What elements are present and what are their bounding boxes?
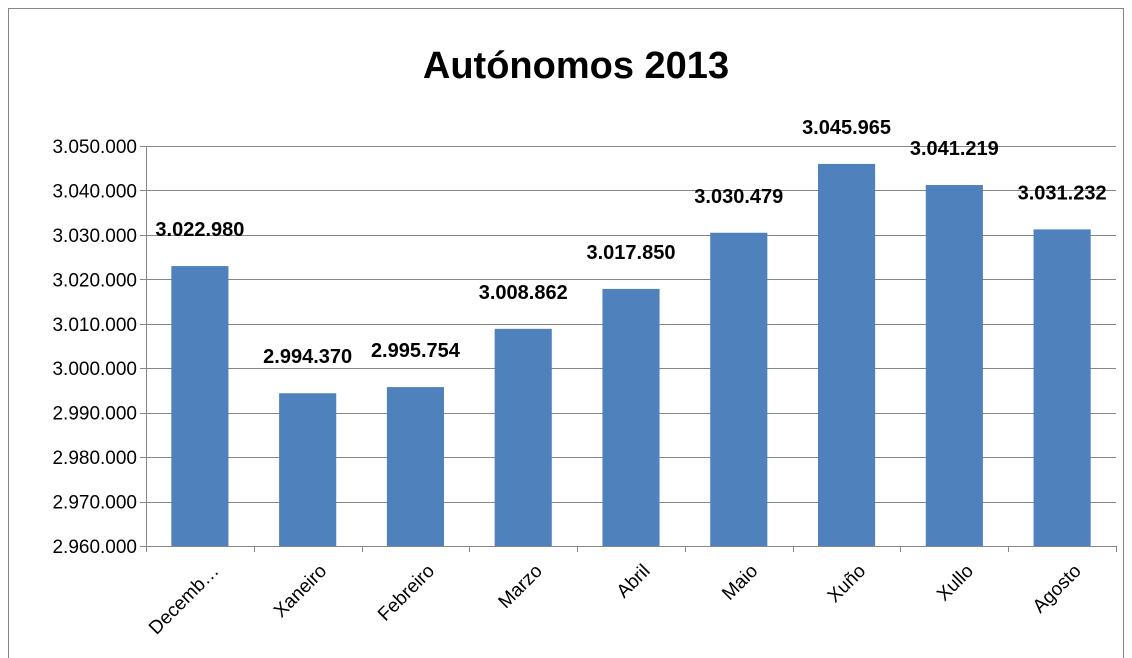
data-label: 2.994.370 [263,346,352,368]
data-label: 3.030.479 [694,186,783,208]
y-axis-tick-labels: 2.960.000 2.970.000 2.980.000 2.990.000 3.00… [52,137,137,558]
bar [386,387,445,546]
data-labels: 3.022.980 2.994.370 2.995.754 3.008.862 3.01… [155,117,1106,368]
data-label: 3.031.232 [1018,182,1107,204]
y-tick-label: 3.020.000 [52,270,137,291]
data-label: 3.041.219 [910,138,999,160]
bar [602,288,660,546]
data-label: 3.022.980 [155,219,244,241]
bar [279,393,337,546]
data-label: 2.995.754 [371,340,461,362]
y-tick-label: 2.980.000 [52,448,137,469]
bar [1033,229,1091,546]
data-label: 3.017.850 [587,242,676,264]
y-tick-label: 3.010.000 [52,315,137,336]
data-label: 3.008.862 [479,282,568,304]
bar [817,163,876,546]
y-tick-label: 3.040.000 [52,181,137,202]
y-tick-label: 2.970.000 [52,493,137,514]
bar [494,328,552,546]
bars [171,163,1091,546]
axes [146,146,1117,552]
y-tick-label: 3.030.000 [52,226,137,247]
bar [171,266,229,546]
chart-title: Autónomos 2013 [423,45,729,87]
data-label: 3.045.965 [802,117,891,139]
bar [710,232,768,546]
bar [925,185,983,546]
y-tick-label: 3.000.000 [52,359,137,380]
y-tick-label: 2.960.000 [52,537,137,558]
y-tick-label: 3.050.000 [52,137,137,158]
y-tick-label: 2.990.000 [52,404,137,425]
